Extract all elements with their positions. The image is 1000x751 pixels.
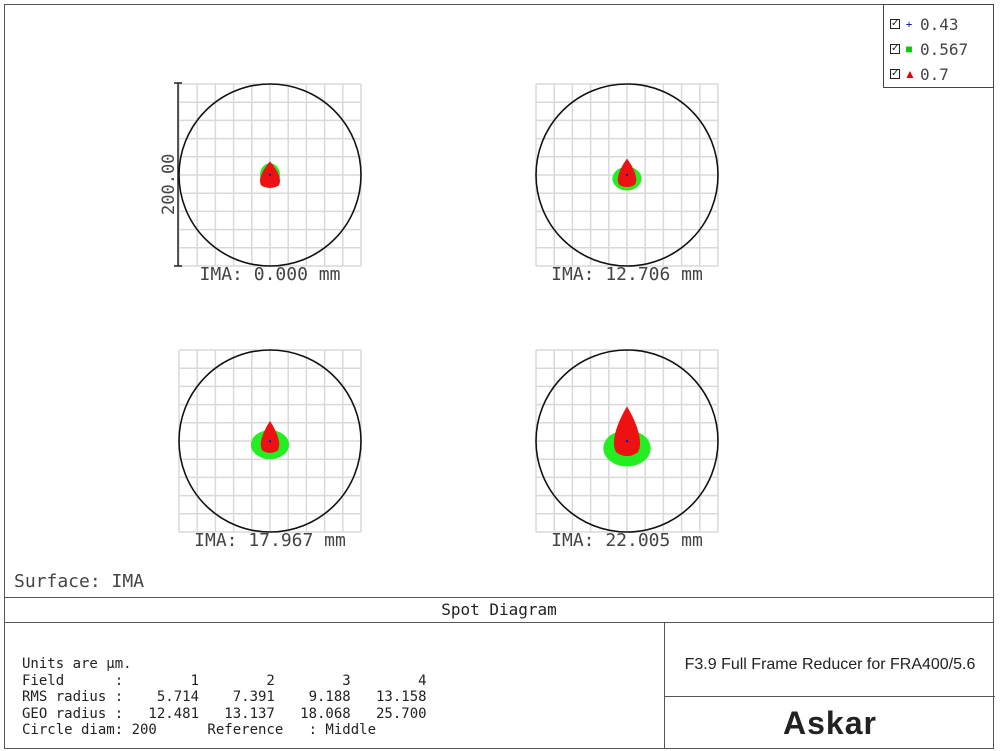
grid: [535, 83, 719, 267]
spot-0.7: [613, 406, 641, 457]
plus-marker-icon: +: [905, 16, 913, 31]
spot-panel-2: IMA: 12.706 mm: [535, 83, 719, 285]
spot-panel-4: IMA: 22.005 mm: [535, 349, 719, 551]
askar-logo: Askar: [783, 705, 877, 741]
legend-label: 0.43: [920, 14, 959, 34]
surface-label: Surface: IMA: [14, 571, 145, 592]
circle-diam: [178, 83, 362, 267]
field-label: IMA: 0.000 mm: [200, 264, 341, 285]
circle-diam: [535, 83, 719, 267]
spot-panel-1: IMA: 0.000 mm: [178, 83, 362, 285]
spot-0.7: [260, 420, 280, 453]
square-marker-icon: ■: [905, 41, 913, 56]
checkbox-icon[interactable]: ✓: [890, 43, 900, 54]
field-label: IMA: 17.967 mm: [194, 530, 346, 551]
legend-item-0.43[interactable]: ✓ + 0.43: [890, 14, 959, 34]
spot-0.43: [268, 173, 272, 177]
lens-description: F3.9 Full Frame Reducer for FRA400/5.6: [665, 623, 995, 697]
legend-label: 0.7: [920, 64, 949, 84]
circle-diam: [535, 349, 719, 533]
checkbox-icon[interactable]: ✓: [890, 68, 900, 79]
field-label: IMA: 22.005 mm: [551, 530, 703, 551]
scale-bar-label: 200.00: [159, 154, 179, 215]
wavelength-legend: ✓ + 0.43 ✓ ■ 0.567 ✓ ▲ 0.7: [883, 4, 994, 88]
spot-0.43: [625, 173, 629, 177]
triangle-marker-icon: ▲: [904, 66, 916, 81]
legend-item-0.7[interactable]: ✓ ▲ 0.7: [890, 64, 949, 84]
spot-0.43: [268, 439, 272, 443]
legend-label: 0.567: [920, 39, 969, 59]
circle-diam: [178, 349, 362, 533]
plot-frame: [4, 4, 994, 749]
legend-item-0.567[interactable]: ✓ ■ 0.567: [890, 39, 969, 59]
spot-panel-3: IMA: 17.967 mm: [178, 349, 362, 551]
diagram-title: Spot Diagram: [4, 597, 994, 623]
spot-diagram-plot: IMA: 0.000 mm IMA: 12.706 mm IMA: 17.967 m…: [159, 82, 719, 551]
field-label: IMA: 12.706 mm: [551, 264, 703, 285]
checkbox-icon[interactable]: ✓: [890, 18, 900, 29]
spot-0.43: [625, 439, 629, 443]
scale-bar: 200.00: [159, 82, 182, 267]
info-box: F3.9 Full Frame Reducer for FRA400/5.6 A…: [664, 623, 995, 749]
spot-0.7: [617, 158, 637, 188]
stats-block: Units are µm. Field : 1 2 3 4 RMS radius…: [22, 656, 427, 739]
